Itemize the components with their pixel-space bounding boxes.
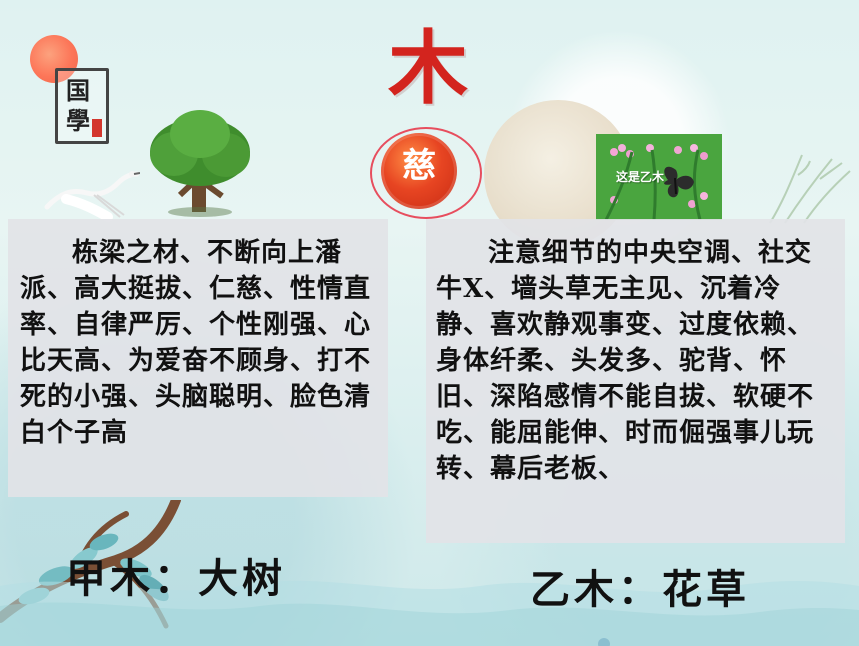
character-badge: 慈 [381,133,457,209]
seal-red-mark [92,119,102,137]
tree-icon [150,110,250,217]
left-description-panel: 栋梁之材、不断向上潘派、高大挺拔、仁慈、性情直率、自律严厉、个性刚强、心比天高、… [8,219,388,497]
grass-icon [769,154,851,224]
right-description-text: 注意细节的中央空调、社交牛X、墙头草无主见、沉着冷静、喜欢静观事变、过度依赖、身… [436,238,815,484]
badge-character: 慈 [402,146,436,186]
flower-photo: 这是乙木 [596,134,722,220]
butterfly-icon [664,166,694,198]
flower-photo-art [596,134,722,220]
right-caption: 乙木：花草 [530,566,750,613]
photo-label: 这是乙木 [616,170,665,184]
seal-text-top: 国 [66,76,90,105]
main-character: 木 [388,21,468,115]
highlight-ring [370,127,482,219]
crane-icon [44,171,140,222]
bottom-wave-decoration [0,580,859,646]
left-description-text: 栋梁之材、不断向上潘派、高大挺拔、仁慈、性情直率、自律严厉、个性刚强、心比天高、… [20,238,372,448]
left-caption: 甲木：大树 [66,555,286,602]
seal-text-bottom: 學 [66,106,90,135]
sun-icon [30,35,78,83]
seal-icon: 国 學 [55,68,109,144]
right-description-panel: 注意细节的中央空调、社交牛X、墙头草无主见、沉着冷静、喜欢静观事变、过度依赖、身… [426,219,845,543]
